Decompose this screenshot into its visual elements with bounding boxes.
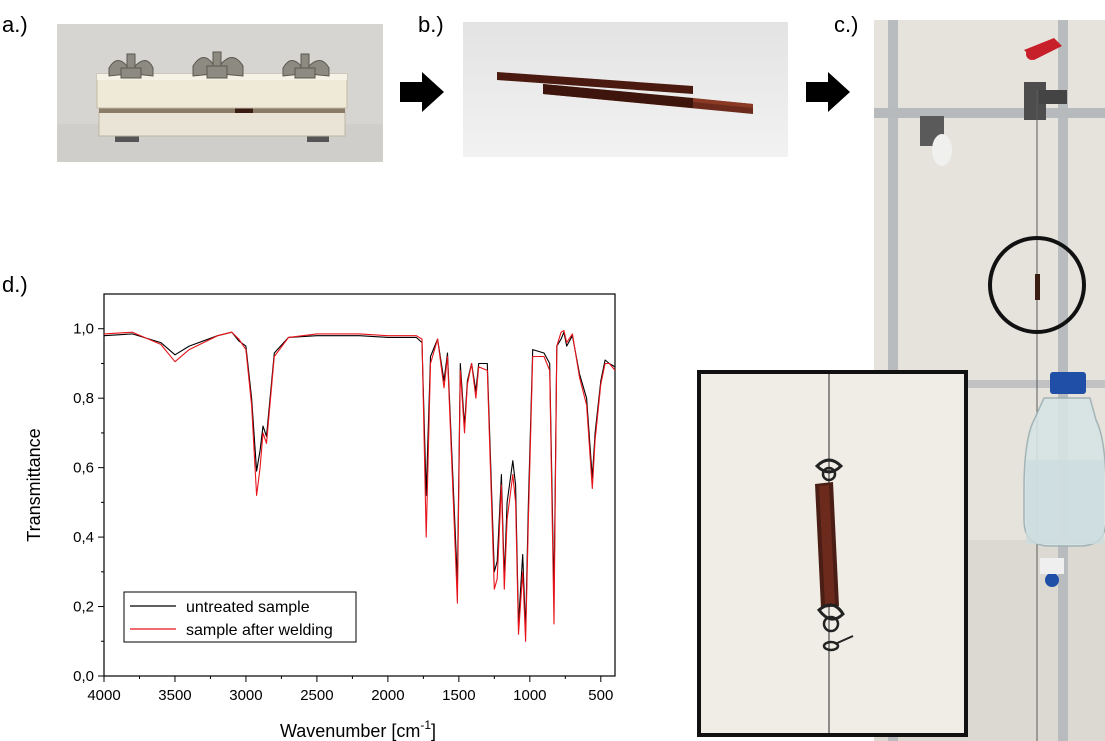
panel-label-a: a.): [2, 12, 28, 37]
legend-label-untreated: untreated sample: [186, 599, 310, 616]
panel-label-c: c.): [834, 12, 859, 37]
welding-clamp-illustration: [57, 24, 383, 162]
arrow-right-icon: [400, 72, 444, 112]
series-line-welded: [103, 329, 616, 642]
x-tick-label: 500: [588, 687, 613, 704]
legend-box: [123, 591, 357, 643]
y-tick-label: 0,6: [73, 460, 94, 477]
x-tick-label: 3500: [158, 687, 191, 704]
plot-frame: [103, 293, 616, 677]
ftir-spectrum-chart: 0,0 0,2 0,4 0,6 0,8 1,0 4000 3500 3000 2500 2000 1…: [24, 293, 616, 741]
x-tick-label: 2000: [371, 687, 404, 704]
arrow-right-icon: [806, 72, 850, 112]
panel-label-d: d.): [2, 272, 28, 297]
x-tick-label: 2500: [300, 687, 333, 704]
x-axis-label-sup: -1: [420, 718, 431, 732]
welded-sample-illustration: [463, 22, 788, 157]
x-tick-label: 3000: [229, 687, 262, 704]
chart-legend: untreated sample sample after welding: [123, 591, 357, 643]
x-tick-label: 1000: [513, 687, 546, 704]
x-axis-label-end: ]: [431, 721, 436, 741]
welded-sample-photo: [463, 22, 788, 157]
y-axis-label: Transmittance: [24, 428, 44, 541]
x-tick-label: 4000: [87, 687, 120, 704]
x-axis-label-main: Wavenumber [cm: [280, 721, 420, 741]
x-axis-label: Wavenumber [cm-1]: [280, 718, 436, 741]
legend-label-welded: sample after welding: [186, 622, 333, 639]
welding-clamp-photo: [57, 24, 383, 162]
inset-sample-illustration: [701, 374, 964, 733]
series-line-untreated: [103, 331, 616, 632]
inset-zoom-photo: [697, 370, 968, 737]
y-tick-label: 0,2: [73, 599, 94, 616]
panel-label-b: b.): [418, 12, 444, 37]
y-tick-label: 1,0: [73, 321, 94, 338]
y-tick-label: 0,0: [73, 668, 94, 685]
x-tick-label: 1500: [442, 687, 475, 704]
y-tick-label: 0,4: [73, 529, 94, 546]
y-tick-label: 0,8: [73, 390, 94, 407]
